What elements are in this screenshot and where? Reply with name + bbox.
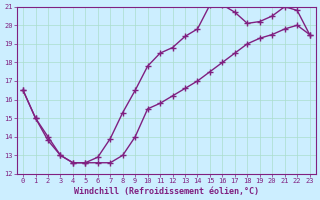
X-axis label: Windchill (Refroidissement éolien,°C): Windchill (Refroidissement éolien,°C) — [74, 187, 259, 196]
